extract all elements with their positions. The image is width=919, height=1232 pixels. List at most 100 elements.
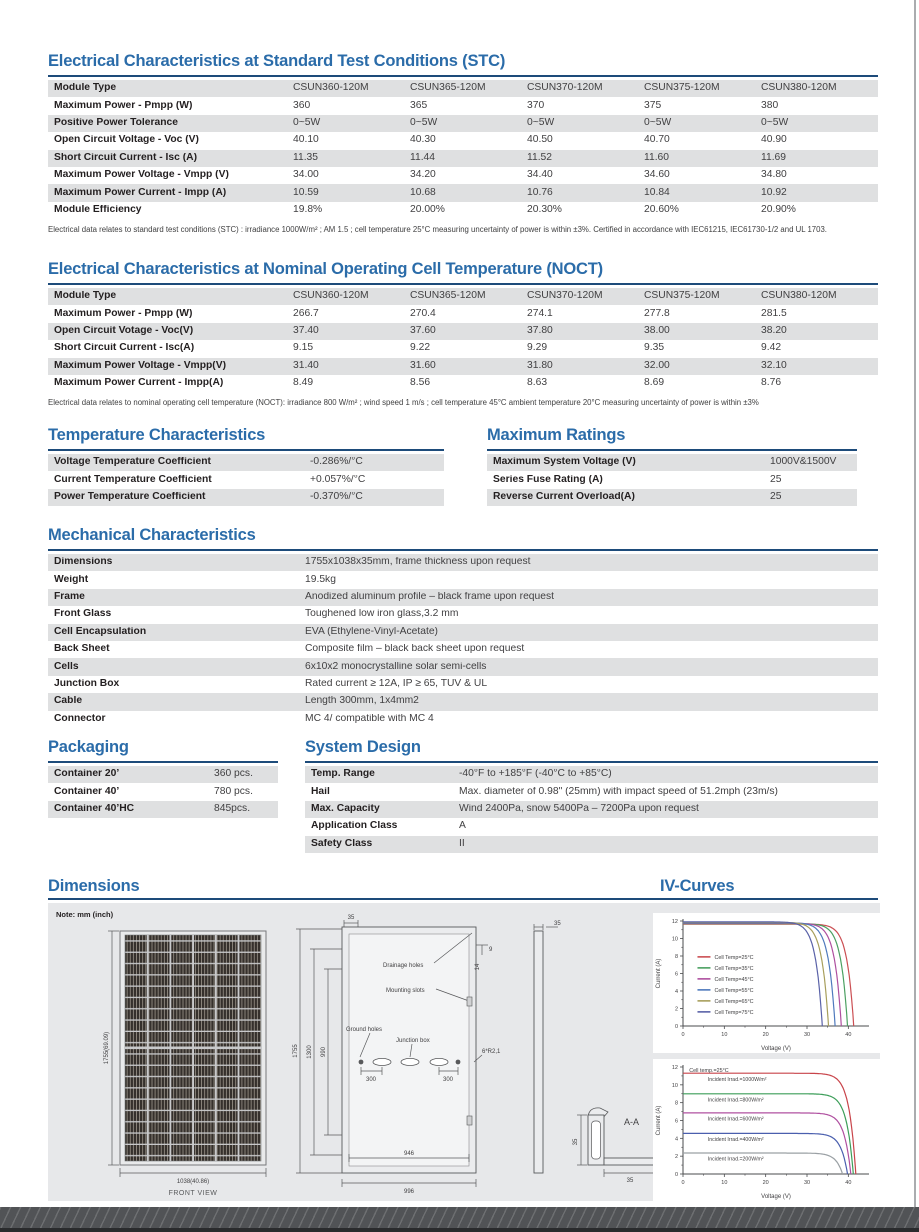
back-dim-300-right: 300 bbox=[443, 1077, 454, 1083]
back-dim-14: 14 bbox=[475, 963, 481, 970]
svg-text:8: 8 bbox=[675, 954, 678, 960]
row-label: Front Glass bbox=[54, 609, 112, 620]
legend-entry: Cell Temp=65°C bbox=[714, 999, 753, 1005]
svg-text:12: 12 bbox=[672, 1065, 678, 1071]
row-label: Temp. Range bbox=[311, 769, 375, 780]
row-value: 32.00 bbox=[644, 360, 670, 371]
svg-text:40: 40 bbox=[845, 1180, 851, 1186]
back-dim-946: 946 bbox=[404, 1151, 415, 1157]
column-header: CSUN375-120M bbox=[644, 83, 720, 94]
table-row: Frame Anodized aluminum profile – black f… bbox=[48, 588, 878, 607]
row-value: 11.60 bbox=[644, 152, 670, 163]
row-value: 34.20 bbox=[410, 170, 436, 181]
table-row: Maximum Power Current - Impp (A) 10.59 10.… bbox=[48, 184, 878, 202]
table-row: Safety Class II bbox=[305, 835, 878, 853]
section-dim-35-h: 35 bbox=[627, 1178, 634, 1184]
row-value: 9.42 bbox=[761, 343, 782, 354]
row-label: Maximum Power Current - Impp(A) bbox=[54, 378, 224, 389]
svg-text:10: 10 bbox=[672, 937, 678, 943]
section-pack-system: Packaging Container 20’ 360 pcs. Container… bbox=[48, 738, 878, 853]
row-label: Reverse Current Overload(A) bbox=[493, 492, 635, 503]
section-temperature: Temperature Characteristics Voltage Temp… bbox=[48, 426, 444, 507]
svg-text:6: 6 bbox=[675, 1119, 678, 1125]
iv-curve-plot: 0 10 20 30 40 0 2 4 6 8 10 12 Voltage (V) Current (A)… bbox=[656, 919, 869, 1052]
legend-entry: Cell Temp=75°C bbox=[714, 1010, 753, 1016]
row-value: 25 bbox=[770, 492, 782, 503]
front-view-caption: FRONT VIEW bbox=[169, 1190, 218, 1197]
ground-holes-label: Ground holes bbox=[346, 1027, 382, 1033]
row-value: 37.40 bbox=[293, 326, 319, 337]
table-row: Container 40’ 780 pcs. bbox=[48, 783, 278, 800]
row-value: 40.10 bbox=[293, 135, 319, 146]
table-row: Front Glass Toughened low iron glass,3.2 … bbox=[48, 606, 878, 623]
svg-text:0: 0 bbox=[675, 1024, 678, 1030]
iv-chart-temperature: 0 10 20 30 40 0 2 4 6 8 10 12 Voltage (V) Current (A)… bbox=[653, 913, 881, 1053]
svg-text:4: 4 bbox=[675, 1136, 678, 1142]
table-row: Weight 19.5kg bbox=[48, 571, 878, 588]
row-value: 845pcs. bbox=[214, 804, 251, 815]
section-aa-label: A-A bbox=[624, 1117, 639, 1127]
mounting-slots-label: Mounting slots bbox=[386, 988, 425, 994]
table-row: Junction Box Rated current ≥ 12A, IP ≥ 65… bbox=[48, 676, 878, 693]
iv-curve-series bbox=[683, 1152, 844, 1175]
row-value: Rated current ≥ 12A, IP ≥ 65, TUV & UL bbox=[305, 679, 488, 690]
row-value: 40.90 bbox=[761, 135, 787, 146]
table-row: Hail Max. diameter of 0.98" (25mm) with i… bbox=[305, 783, 878, 800]
row-value: 38.20 bbox=[761, 326, 787, 337]
row-label: Container 40’ bbox=[54, 786, 120, 797]
row-value: 11.69 bbox=[761, 152, 787, 163]
row-value: 20.30% bbox=[527, 205, 562, 216]
table-row: Container 20’ 360 pcs. bbox=[48, 766, 278, 784]
table-row: Reverse Current Overload(A) 25 bbox=[487, 488, 857, 507]
row-label: Dimensions bbox=[54, 557, 113, 568]
row-label: Cable bbox=[54, 696, 83, 707]
row-label: Power Temperature Coefficient bbox=[54, 492, 206, 503]
row-value: 10.76 bbox=[527, 187, 553, 198]
iv-curve-series bbox=[683, 923, 855, 1027]
stc-footnote: Electrical data relates to standard test… bbox=[48, 225, 827, 235]
svg-text:8: 8 bbox=[675, 1101, 678, 1107]
column-header: CSUN360-120M bbox=[293, 83, 369, 94]
row-label: Maximum Power Current - Impp (A) bbox=[54, 187, 227, 198]
front-height-label: 1755(69.09) bbox=[104, 1032, 110, 1064]
row-value: 266.7 bbox=[293, 308, 319, 319]
section-noct: Electrical Characteristics at Nominal Op… bbox=[48, 260, 878, 409]
row-value: Length 300mm, 1x4mm2 bbox=[305, 696, 419, 707]
series-label: Incident Irrad.=800W/m² bbox=[708, 1097, 764, 1103]
row-value: 40.50 bbox=[527, 135, 553, 146]
table-row: Application Class A bbox=[305, 818, 878, 835]
row-value: 270.4 bbox=[410, 308, 436, 319]
back-dim-1300: 1300 bbox=[307, 1045, 313, 1059]
row-value: 19.5kg bbox=[305, 574, 336, 585]
row-value: -40°F to +185°F (-40°C to +85°C) bbox=[459, 769, 612, 780]
row-value: 360 bbox=[293, 100, 311, 111]
svg-text:12: 12 bbox=[672, 919, 678, 925]
junction-box-label: Junction box bbox=[396, 1038, 430, 1044]
legend-entry: Cell Temp=25°C bbox=[714, 955, 753, 961]
section-title-stc: Electrical Characteristics at Standard T… bbox=[48, 52, 878, 77]
column-header: CSUN365-120M bbox=[410, 83, 486, 94]
row-label: Container 20’ bbox=[54, 769, 120, 780]
row-value: 370 bbox=[527, 100, 545, 111]
table-row: Open Circuit Voltage - Voc (V) 40.10 40.30… bbox=[48, 132, 878, 149]
iv-curve-series bbox=[683, 922, 836, 1027]
row-value: Max. diameter of 0.98" (25mm) with impac… bbox=[459, 786, 778, 797]
row-value: 11.52 bbox=[527, 152, 553, 163]
row-value: 9.15 bbox=[293, 343, 314, 354]
row-label: Maximum Power Voltage - Vmpp (V) bbox=[54, 170, 229, 181]
row-value: 11.44 bbox=[410, 152, 436, 163]
row-value: 40.70 bbox=[644, 135, 670, 146]
row-label: Junction Box bbox=[54, 679, 120, 690]
table-row: Temp. Range -40°F to +185°F (-40°C to +85… bbox=[305, 766, 878, 784]
dimensions-note: Note: mm (inch) bbox=[56, 910, 114, 919]
series-label: Incident Irrad.=400W/m² bbox=[708, 1137, 764, 1143]
table-row: Open Circuit Votage - Voc(V) 37.40 37.60 37… bbox=[48, 322, 878, 341]
svg-text:10: 10 bbox=[721, 1032, 727, 1038]
row-value: 8.49 bbox=[293, 378, 314, 389]
row-value: II bbox=[459, 838, 465, 849]
series-label: Incident Irrad.=200W/m² bbox=[708, 1157, 764, 1163]
iv-curve-series bbox=[683, 921, 823, 1027]
section-dimensions-iv: Dimensions IV-Curves Note: mm (inch) bbox=[48, 874, 881, 1201]
row-label: Module Efficiency bbox=[54, 205, 142, 216]
iv-curve-plot: 0 10 20 30 40 0 2 4 6 8 10 12 Voltage (V) Current (A)… bbox=[656, 1065, 869, 1200]
